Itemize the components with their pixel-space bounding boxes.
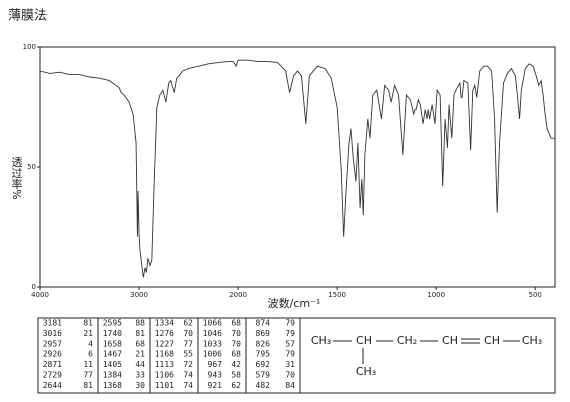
peak-wavenumber: 869 <box>256 329 271 338</box>
peak-transmittance: 79 <box>285 319 295 328</box>
peak-wavenumber: 2871 <box>43 360 62 369</box>
x-tick-label: 1500 <box>328 291 346 299</box>
peak-wavenumber: 2595 <box>103 319 122 328</box>
peak-transmittance: 30 <box>135 381 145 390</box>
structure-group: CH₃ <box>311 334 331 347</box>
peak-transmittance: 70 <box>231 339 241 348</box>
peak-transmittance: 68 <box>231 319 241 328</box>
peak-wavenumber: 482 <box>256 381 271 390</box>
peak-wavenumber: 943 <box>208 371 223 380</box>
peak-transmittance: 77 <box>183 339 193 348</box>
peak-wavenumber: 1467 <box>103 350 122 359</box>
structure-group: CH <box>356 334 372 347</box>
structure-bonds <box>333 338 520 364</box>
peak-wavenumber: 795 <box>256 350 271 359</box>
peak-wavenumber: 1405 <box>103 360 122 369</box>
peak-wavenumber: 692 <box>256 360 271 369</box>
peak-transmittance: 81 <box>83 381 93 390</box>
table-dividers <box>97 318 301 393</box>
peak-transmittance: 68 <box>135 339 145 348</box>
peak-transmittance: 33 <box>135 371 145 380</box>
chart-title: 薄膜法 <box>8 9 47 24</box>
peak-transmittance: 21 <box>83 329 93 338</box>
plot-frame <box>39 46 556 288</box>
peak-wavenumber: 1227 <box>155 339 174 348</box>
structure-group: CH₃ <box>522 334 542 347</box>
peak-transmittance: 62 <box>231 381 241 390</box>
peak-transmittance: 58 <box>231 371 241 380</box>
peak-transmittance: 4 <box>88 339 93 348</box>
peak-transmittance: 74 <box>183 381 193 390</box>
peak-wavenumber: 1368 <box>103 381 122 390</box>
peak-wavenumber: 1384 <box>103 371 122 380</box>
peak-wavenumber: 1033 <box>203 339 222 348</box>
peak-wavenumber: 1101 <box>155 381 174 390</box>
peak-transmittance: 70 <box>183 329 193 338</box>
peak-wavenumber: 1168 <box>155 350 174 359</box>
peak-transmittance: 70 <box>285 371 295 380</box>
peak-wavenumber: 1006 <box>203 350 222 359</box>
peak-wavenumber: 2926 <box>43 350 62 359</box>
peak-wavenumber: 874 <box>256 319 271 328</box>
table-frame <box>37 317 556 394</box>
peak-transmittance: 77 <box>83 371 93 380</box>
peak-transmittance: 55 <box>183 350 193 359</box>
peak-wavenumber: 1106 <box>155 371 174 380</box>
y-axis-label: 透过率% <box>10 156 23 200</box>
peak-wavenumber: 1066 <box>203 319 222 328</box>
peak-wavenumber: 1658 <box>103 339 122 348</box>
peak-wavenumber: 1113 <box>155 360 174 369</box>
y-tick-label: 50 <box>27 163 36 171</box>
peak-transmittance: 42 <box>231 360 241 369</box>
y-tick-label: 100 <box>23 43 36 51</box>
peak-wavenumber: 1046 <box>203 329 222 338</box>
peak-transmittance: 11 <box>83 360 93 369</box>
peak-wavenumber: 1276 <box>155 329 174 338</box>
x-tick-label: 1000 <box>427 291 445 299</box>
peak-transmittance: 88 <box>135 319 145 328</box>
peak-transmittance: 31 <box>285 360 295 369</box>
x-tick-label: 500 <box>529 291 542 299</box>
peak-wavenumber: 1740 <box>103 329 122 338</box>
peak-transmittance: 79 <box>285 350 295 359</box>
peak-transmittance: 72 <box>183 360 193 369</box>
peak-transmittance: 57 <box>285 339 295 348</box>
x-tick-label: 4000 <box>31 291 49 299</box>
peak-transmittance: 81 <box>83 319 93 328</box>
peak-wavenumber: 967 <box>208 360 223 369</box>
peak-transmittance: 79 <box>285 329 295 338</box>
y-tick-label: 0 <box>32 283 36 291</box>
peak-wavenumber: 826 <box>256 339 271 348</box>
peak-transmittance: 84 <box>285 381 295 390</box>
peak-transmittance: 68 <box>231 350 241 359</box>
peak-transmittance: 6 <box>88 350 93 359</box>
peak-wavenumber: 2644 <box>43 381 62 390</box>
x-tick-label: 3000 <box>130 291 148 299</box>
x-axis-label: 波数/cm⁻¹ <box>268 297 321 310</box>
peak-transmittance: 21 <box>135 350 145 359</box>
peak-wavenumber: 3181 <box>43 319 62 328</box>
peak-transmittance: 62 <box>183 319 193 328</box>
peak-transmittance: 44 <box>135 360 145 369</box>
peak-wavenumber: 921 <box>208 381 223 390</box>
spectrum-line <box>39 59 555 278</box>
peak-wavenumber: 3016 <box>43 329 62 338</box>
peak-transmittance: 70 <box>231 329 241 338</box>
structure-group: CH₂ <box>397 334 417 347</box>
peak-transmittance: 81 <box>135 329 145 338</box>
x-tick-label: 2000 <box>229 291 247 299</box>
peak-transmittance: 74 <box>183 371 193 380</box>
structure-branch: CH₃ <box>356 365 376 378</box>
peak-wavenumber: 2729 <box>43 371 62 380</box>
structure-group: CH <box>442 334 458 347</box>
peak-wavenumber: 579 <box>256 371 271 380</box>
structure-group: CH <box>484 334 500 347</box>
peak-wavenumber: 2957 <box>43 339 62 348</box>
peak-wavenumber: 1334 <box>155 319 174 328</box>
